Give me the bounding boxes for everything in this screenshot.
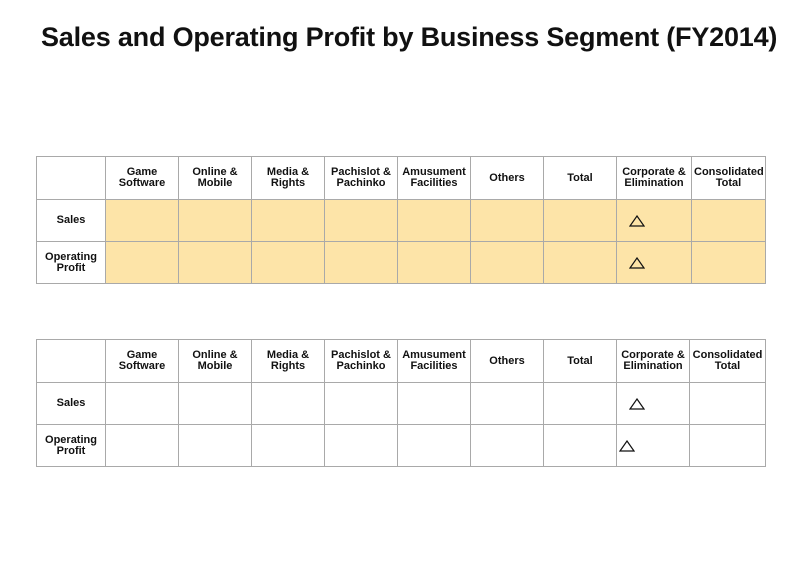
value-cell xyxy=(105,241,179,284)
value-cell xyxy=(251,199,325,242)
col-header-amusement-facilities: Amusument Facilities xyxy=(397,339,471,383)
value-cell xyxy=(251,382,325,425)
value-cell xyxy=(178,382,252,425)
col-header-game-software: Game Software xyxy=(105,156,179,200)
value-cell xyxy=(543,199,617,242)
table-header-row: Game Software Online & Mobile Media & Ri… xyxy=(36,156,766,200)
value-cell xyxy=(324,199,398,242)
triangle-icon xyxy=(629,397,645,410)
table-row-sales: Sales xyxy=(36,199,766,242)
col-header-online-mobile: Online & Mobile xyxy=(178,339,252,383)
value-cell xyxy=(178,424,252,467)
col-header-corporate-elimination: Corporate & Elimination xyxy=(616,156,692,200)
table-header-row: Game Software Online & Mobile Media & Ri… xyxy=(36,339,766,383)
col-header-consolidated-total: Consolidated Total xyxy=(691,156,766,200)
value-cell-corporate xyxy=(616,382,690,425)
value-cell xyxy=(105,424,179,467)
value-cell xyxy=(689,424,766,467)
value-cell xyxy=(397,382,471,425)
value-cell xyxy=(251,241,325,284)
value-cell xyxy=(691,199,766,242)
value-cell-corporate xyxy=(616,199,692,242)
value-cell xyxy=(178,241,252,284)
col-header-others: Others xyxy=(470,339,544,383)
value-cell-corporate xyxy=(616,241,692,284)
value-cell xyxy=(324,382,398,425)
col-header-total: Total xyxy=(543,339,617,383)
value-cell xyxy=(397,241,471,284)
value-cell xyxy=(470,424,544,467)
table-row-operating-profit: Operating Profit xyxy=(36,241,766,284)
value-cell xyxy=(324,424,398,467)
col-header-pachislot-pachinko: Pachislot & Pachinko xyxy=(324,156,398,200)
value-cell xyxy=(691,241,766,284)
value-cell xyxy=(324,241,398,284)
triangle-icon xyxy=(629,256,645,269)
triangle-icon xyxy=(619,439,635,452)
value-cell xyxy=(178,199,252,242)
segment-table-highlighted: Game Software Online & Mobile Media & Ri… xyxy=(36,156,766,284)
value-cell xyxy=(543,424,617,467)
col-header-pachislot-pachinko: Pachislot & Pachinko xyxy=(324,339,398,383)
value-cell xyxy=(470,199,544,242)
table-row-operating-profit: Operating Profit xyxy=(36,424,766,467)
segment-table-plain: Game Software Online & Mobile Media & Ri… xyxy=(36,339,766,467)
value-cell xyxy=(397,199,471,242)
col-header-total: Total xyxy=(543,156,617,200)
col-header-amusement-facilities: Amusument Facilities xyxy=(397,156,471,200)
col-header-media-rights: Media & Rights xyxy=(251,156,325,200)
col-header-media-rights: Media & Rights xyxy=(251,339,325,383)
value-cell xyxy=(105,382,179,425)
col-header-online-mobile: Online & Mobile xyxy=(178,156,252,200)
value-cell xyxy=(543,382,617,425)
col-header-others: Others xyxy=(470,156,544,200)
col-header-consolidated-total: Consolidated Total xyxy=(689,339,766,383)
row-label-sales: Sales xyxy=(36,199,106,242)
table-row-sales: Sales xyxy=(36,382,766,425)
col-header-corporate-elimination: Corporate & Elimination xyxy=(616,339,690,383)
value-cell xyxy=(470,382,544,425)
value-cell xyxy=(105,199,179,242)
value-cell-corporate xyxy=(616,424,690,467)
triangle-icon xyxy=(629,214,645,227)
corner-cell xyxy=(36,156,106,200)
row-label-operating-profit: Operating Profit xyxy=(36,424,106,467)
value-cell xyxy=(397,424,471,467)
value-cell xyxy=(689,382,766,425)
value-cell xyxy=(543,241,617,284)
value-cell xyxy=(470,241,544,284)
corner-cell xyxy=(36,339,106,383)
row-label-sales: Sales xyxy=(36,382,106,425)
row-label-operating-profit: Operating Profit xyxy=(36,241,106,284)
value-cell xyxy=(251,424,325,467)
col-header-game-software: Game Software xyxy=(105,339,179,383)
page-title: Sales and Operating Profit by Business S… xyxy=(41,22,778,52)
